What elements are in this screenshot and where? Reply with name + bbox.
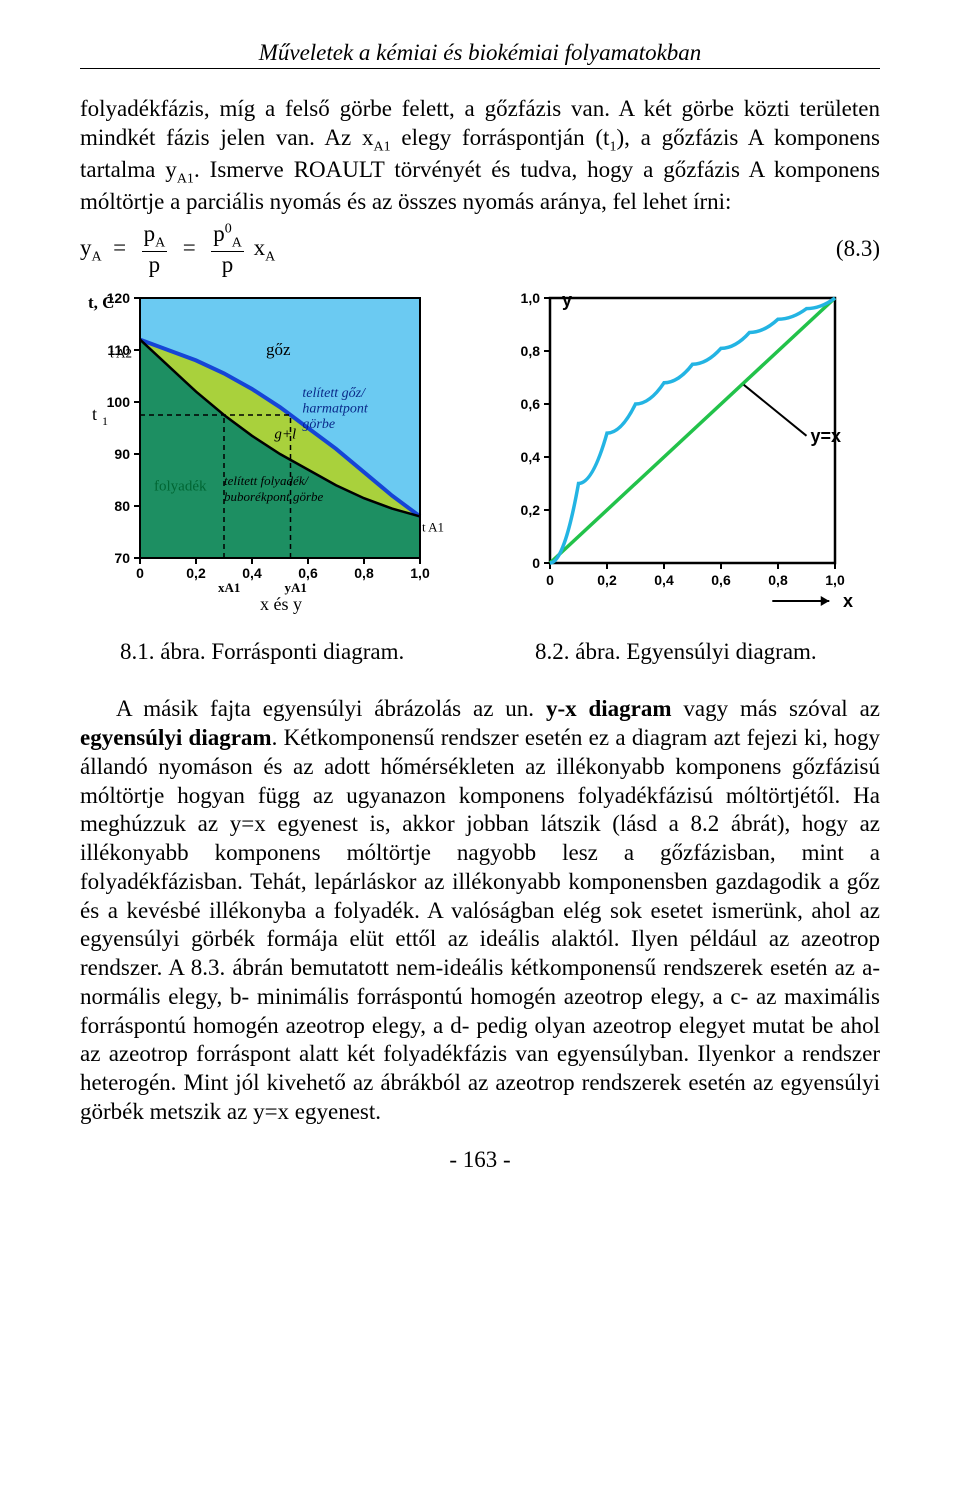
svg-text:0,4: 0,4 bbox=[654, 572, 674, 588]
svg-text:0,2: 0,2 bbox=[186, 565, 206, 581]
eq-frac2: p0A p bbox=[211, 221, 244, 279]
svg-text:x: x bbox=[843, 591, 853, 611]
svg-text:70: 70 bbox=[114, 550, 130, 566]
svg-text:80: 80 bbox=[114, 498, 130, 514]
figure-8-1: 70809010011012000,20,40,60,81,0t, Ct A2t… bbox=[80, 288, 465, 633]
svg-text:0,2: 0,2 bbox=[521, 502, 541, 518]
eq-p2n-sub: A bbox=[232, 235, 242, 250]
p1-b: elegy forráspontján (t bbox=[391, 125, 610, 150]
svg-text:buborékpont görbe: buborékpont görbe bbox=[224, 489, 324, 504]
svg-text:telített gőz/: telített gőz/ bbox=[302, 386, 366, 401]
svg-text:t A1: t A1 bbox=[422, 520, 444, 535]
svg-text:100: 100 bbox=[107, 394, 131, 410]
page-number: - 163 - bbox=[80, 1147, 880, 1173]
figure-8-2: 00 0,2 0,2 0,4 0,4 0,6 0,6 0,8 0,8 1,0 1,0 y=x y x bbox=[495, 288, 880, 633]
svg-text:0,6: 0,6 bbox=[521, 396, 541, 412]
p2-bold1: y-x diagram bbox=[546, 696, 672, 721]
svg-text:0,2: 0,2 bbox=[597, 572, 617, 588]
svg-text:y: y bbox=[562, 290, 572, 310]
svg-text:0,4: 0,4 bbox=[521, 449, 541, 465]
boiling-point-diagram: 70809010011012000,20,40,60,81,0t, Ct A2t… bbox=[80, 288, 460, 628]
eq-p1n-sub: A bbox=[155, 235, 165, 250]
svg-text:0,8: 0,8 bbox=[354, 565, 374, 581]
svg-text:0,8: 0,8 bbox=[521, 343, 541, 359]
svg-text:folyadék: folyadék bbox=[154, 479, 207, 495]
eq-number: (8.3) bbox=[836, 236, 880, 262]
eq-x-sub: A bbox=[265, 249, 275, 264]
eq-frac1: pA p bbox=[142, 221, 168, 279]
svg-text:0,6: 0,6 bbox=[298, 565, 318, 581]
svg-text:t, C: t, C bbox=[88, 293, 114, 312]
svg-text:görbe: görbe bbox=[302, 417, 335, 432]
svg-text:t: t bbox=[92, 404, 97, 424]
page-header: Műveletek a kémiai és biokémiai folyamat… bbox=[80, 40, 880, 69]
svg-text:yA1: yA1 bbox=[285, 580, 307, 595]
eq-p1d: p bbox=[142, 252, 168, 278]
svg-text:0: 0 bbox=[532, 555, 540, 571]
svg-text:0: 0 bbox=[546, 572, 554, 588]
svg-text:0,4: 0,4 bbox=[242, 565, 262, 581]
svg-text:1,0: 1,0 bbox=[521, 290, 541, 306]
sub-a1b: A1 bbox=[177, 171, 194, 186]
sub-a1a: A1 bbox=[373, 139, 390, 154]
p2-b: vagy más szóval az bbox=[672, 696, 880, 721]
eq-y: y bbox=[80, 235, 92, 260]
paragraph-2: A másik fajta egyensúlyi ábrázolás az un… bbox=[80, 695, 880, 1126]
svg-text:90: 90 bbox=[114, 446, 130, 462]
svg-text:1,0: 1,0 bbox=[825, 572, 845, 588]
eq-p2n-sup: 0 bbox=[225, 221, 232, 236]
svg-text:y=x: y=x bbox=[811, 426, 842, 446]
caption-8-1: 8.1. ábra. Forrásponti diagram. bbox=[80, 639, 465, 665]
equilibrium-diagram: 00 0,2 0,2 0,4 0,4 0,6 0,6 0,8 0,8 1,0 1,0 y=x y x bbox=[495, 288, 875, 628]
p2-a: A másik fajta egyensúlyi ábrázolás az un… bbox=[116, 696, 546, 721]
svg-text:g+l: g+l bbox=[274, 427, 296, 443]
svg-text:t A2: t A2 bbox=[110, 346, 132, 361]
eq-ya-sub: A bbox=[92, 249, 102, 264]
equation-8-3: yA = pA p = p0A p xA (8.3) bbox=[80, 221, 880, 279]
p2-c: . Kétkomponensű rendszer esetén ez a dia… bbox=[80, 725, 880, 1124]
eq-p2n: p bbox=[213, 221, 225, 246]
eq-p2d: p bbox=[211, 252, 244, 278]
svg-text:1: 1 bbox=[102, 414, 108, 428]
paragraph-1: folyadékfázis, míg a felső görbe felett,… bbox=[80, 95, 880, 217]
eq-p1n: p bbox=[144, 221, 156, 246]
svg-text:1,0: 1,0 bbox=[410, 565, 430, 581]
svg-text:gőz: gőz bbox=[266, 340, 291, 359]
caption-8-2: 8.2. ábra. Egyensúlyi diagram. bbox=[495, 639, 880, 665]
svg-text:harmatpont: harmatpont bbox=[302, 402, 368, 417]
svg-text:x és y: x és y bbox=[260, 594, 302, 614]
svg-text:0,8: 0,8 bbox=[768, 572, 788, 588]
svg-text:0: 0 bbox=[136, 565, 144, 581]
svg-text:0,6: 0,6 bbox=[711, 572, 731, 588]
eq-expr: yA = pA p = p0A p xA bbox=[80, 221, 275, 279]
svg-text:xA1: xA1 bbox=[218, 580, 240, 595]
p2-bold2: egyensúlyi diagram bbox=[80, 725, 272, 750]
svg-text:telített folyadék/: telített folyadék/ bbox=[224, 473, 309, 488]
eq-x: x bbox=[254, 235, 266, 260]
p1-d: . Ismerve ROAULT törvényét és tudva, hog… bbox=[80, 157, 880, 214]
